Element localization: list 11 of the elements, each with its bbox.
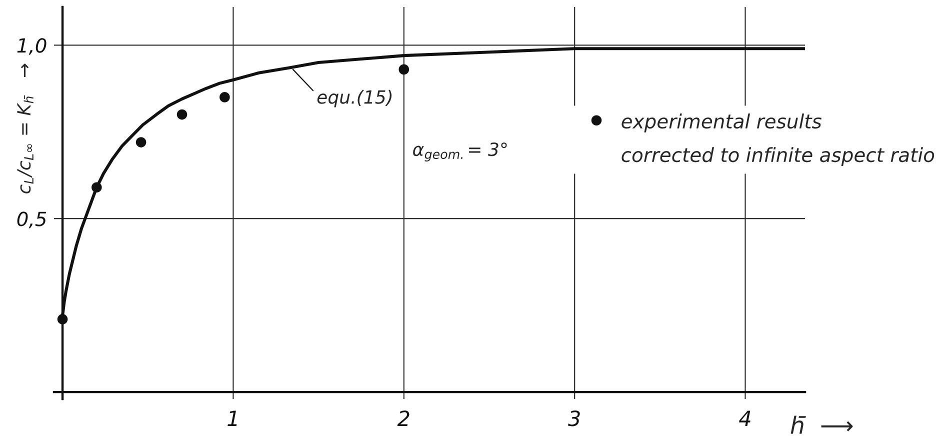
annotation: α$_{geom.}$= 3° [413, 142, 507, 162]
y-tick-label: 1,0 [17, 38, 46, 55]
x-tick-label: 3 [568, 410, 580, 426]
legend-label: experimental results corrected to infinite aspect ratio [622, 114, 934, 166]
annotation: equ.(15) [317, 90, 392, 108]
y-tick-label: 0,5 [17, 212, 46, 228]
x-tick-label: 2 [397, 410, 410, 426]
x-axis-title: h̄ ⟶ [790, 416, 853, 434]
text: c$_{L}$/c$_{L∞}$ = K$_{h̄}$ → [17, 64, 34, 194]
x-tick-label: 1 [228, 410, 237, 426]
x-tick-label: 4 [739, 410, 750, 426]
